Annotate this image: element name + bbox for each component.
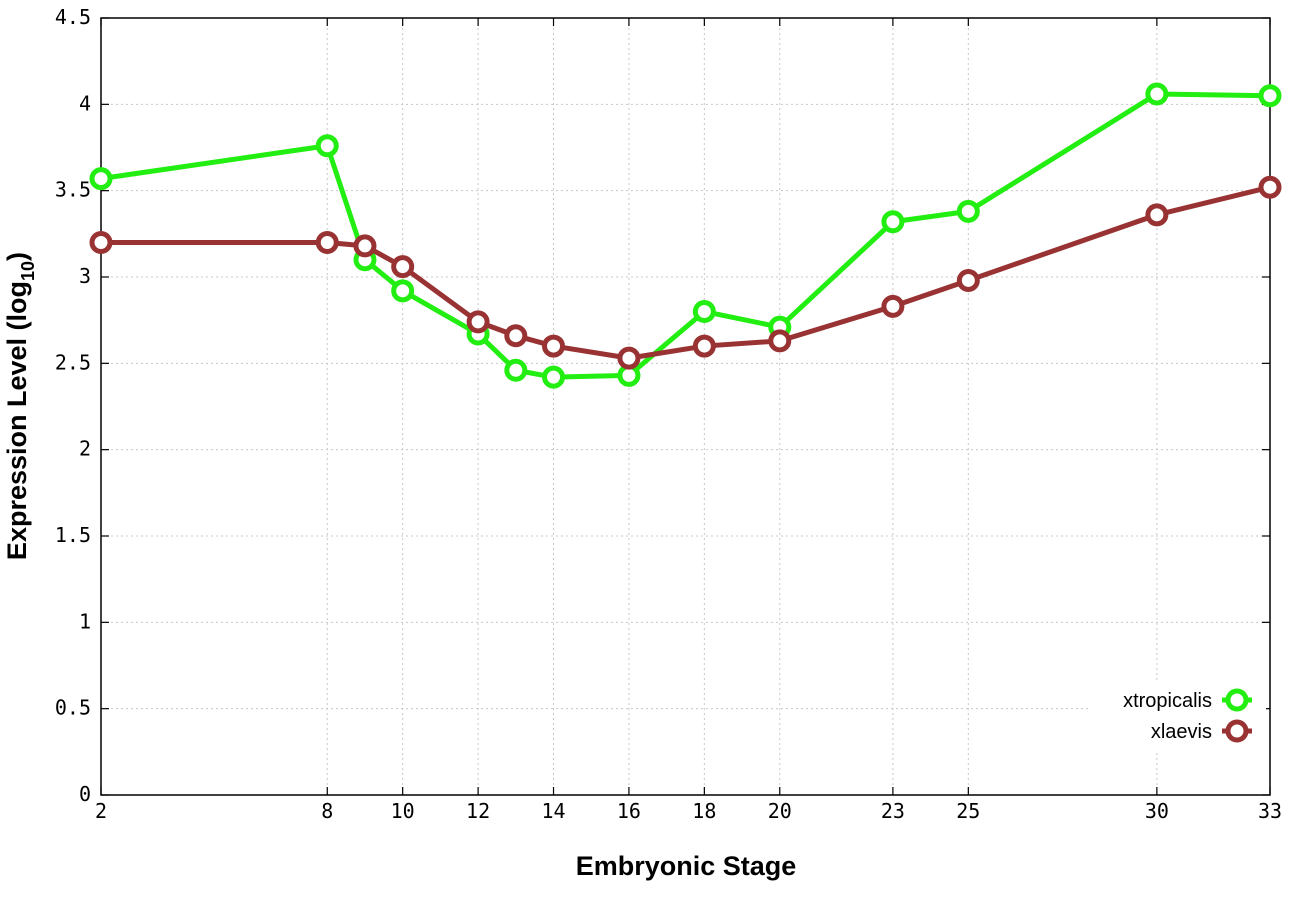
- x-tick-label: 14: [541, 799, 565, 823]
- data-point-xtropicalis: [315, 134, 339, 158]
- x-tick-label: 16: [617, 799, 641, 823]
- x-axis-title: Embryonic Stage: [576, 851, 797, 881]
- y-tick-label: 0.5: [55, 696, 91, 720]
- plot-frame: [100, 17, 1271, 796]
- y-tick-label: 2.5: [55, 350, 91, 374]
- data-point-xlaevis: [768, 329, 792, 353]
- data-point-xtropicalis: [881, 210, 905, 234]
- y-axis-title-subscript: 10: [18, 261, 38, 281]
- data-point-xlaevis: [617, 346, 641, 370]
- data-point-xlaevis: [315, 230, 339, 254]
- data-point-xlaevis: [466, 310, 490, 334]
- x-tick-label: 10: [391, 799, 415, 823]
- data-point-xtropicalis: [956, 199, 980, 223]
- y-tick-label: 2: [79, 437, 91, 461]
- x-tick-label: 30: [1145, 799, 1169, 823]
- data-point-xlaevis: [881, 294, 905, 318]
- data-point-xtropicalis: [504, 358, 528, 382]
- y-axis-title-close: ): [2, 252, 32, 261]
- x-tick-label: 18: [692, 799, 716, 823]
- data-point-xlaevis: [692, 334, 716, 358]
- data-point-xtropicalis: [1145, 82, 1169, 106]
- y-axis-title: Expression Level (log10): [2, 252, 38, 560]
- data-point-xlaevis: [504, 324, 528, 348]
- legend-marker-swatch: [1225, 719, 1249, 743]
- data-point-xlaevis: [353, 234, 377, 258]
- x-tick-label: 20: [768, 799, 792, 823]
- legend: xtropicalis xlaevis: [1090, 682, 1266, 752]
- x-tick-label: 23: [881, 799, 905, 823]
- y-tick-label: 1: [79, 609, 91, 633]
- legend-label: xlaevis: [1151, 721, 1212, 743]
- y-tick-label: 0: [79, 782, 91, 806]
- legend-label: xtropicalis: [1123, 690, 1212, 712]
- legend-marker-swatch: [1225, 688, 1249, 712]
- y-tick-label: 1.5: [55, 523, 91, 547]
- data-point-xtropicalis: [692, 300, 716, 324]
- x-tick-label: 12: [466, 799, 490, 823]
- data-point-xlaevis: [1258, 175, 1282, 199]
- y-tick-label: 4: [79, 91, 91, 115]
- y-tick-label: 3: [79, 264, 91, 288]
- data-point-xlaevis: [391, 255, 415, 279]
- y-axis-title-main: Expression Level (log: [2, 281, 32, 560]
- y-tick-label: 3.5: [55, 178, 91, 202]
- series-layer: [89, 82, 1282, 389]
- x-tick-label: 25: [956, 799, 980, 823]
- data-point-xlaevis: [542, 334, 566, 358]
- tick-layer: 0 0.5 1 1.5 2 2.5 3 3.5 4 4.5 2 8 10 12 14 16 18 20 23 25 30…: [55, 5, 1282, 823]
- data-point-xlaevis: [1145, 203, 1169, 227]
- series-line-xlaevis: [98, 184, 1273, 361]
- x-tick-label: 33: [1258, 799, 1282, 823]
- y-tick-label: 4.5: [55, 5, 91, 29]
- data-point-xlaevis: [89, 230, 113, 254]
- data-point-xtropicalis: [391, 279, 415, 303]
- data-point-xtropicalis: [1258, 84, 1282, 108]
- data-point-xtropicalis: [89, 167, 113, 191]
- x-tick-label: 8: [321, 799, 333, 823]
- x-tick-label: 2: [95, 799, 107, 823]
- data-point-xtropicalis: [542, 365, 566, 389]
- data-point-xlaevis: [956, 268, 980, 292]
